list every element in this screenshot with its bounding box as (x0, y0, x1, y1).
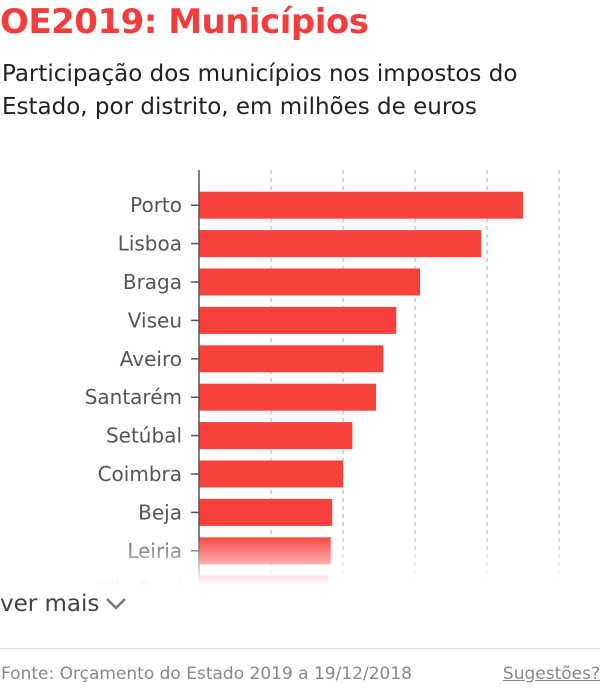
category-label: Coimbra (98, 462, 182, 486)
category-label: Viseu (128, 308, 182, 332)
category-label: Porto (130, 193, 182, 217)
category-label: Aveiro (120, 347, 182, 371)
show-more-button[interactable]: ver mais (0, 591, 127, 617)
category-label: Braga (123, 270, 182, 294)
bar-chart: Porto Lisboa Braga Viseu Aveiro Santarém Setúb… (85, 170, 560, 590)
suggestions-link[interactable]: Sugestões? (502, 664, 600, 684)
bar-viseu (199, 306, 397, 334)
bar-coimbra (199, 460, 343, 488)
chart-fade-overlay (0, 535, 600, 590)
bar-setúbal (199, 422, 353, 450)
chart-title: OE2019: Municípios (0, 2, 369, 42)
category-label: Lisboa (118, 232, 182, 256)
source-note: Fonte: Orçamento do Estado 2019 a 19/12/… (1, 664, 412, 684)
chart-subtitle: Participação dos municípios nos impostos… (2, 61, 518, 120)
bar-aveiro (199, 345, 384, 373)
bar-braga (199, 268, 421, 296)
bar-porto (199, 191, 523, 219)
category-label: Beja (138, 500, 182, 524)
bar-santarém (199, 383, 377, 411)
bar-beja (199, 498, 333, 526)
chevron-down-icon (106, 598, 127, 610)
footer-divider (0, 648, 600, 649)
category-label: Setúbal (106, 424, 182, 448)
category-label: Santarém (85, 385, 182, 409)
show-more-label: ver mais (0, 591, 100, 617)
bar-lisboa (199, 230, 482, 258)
